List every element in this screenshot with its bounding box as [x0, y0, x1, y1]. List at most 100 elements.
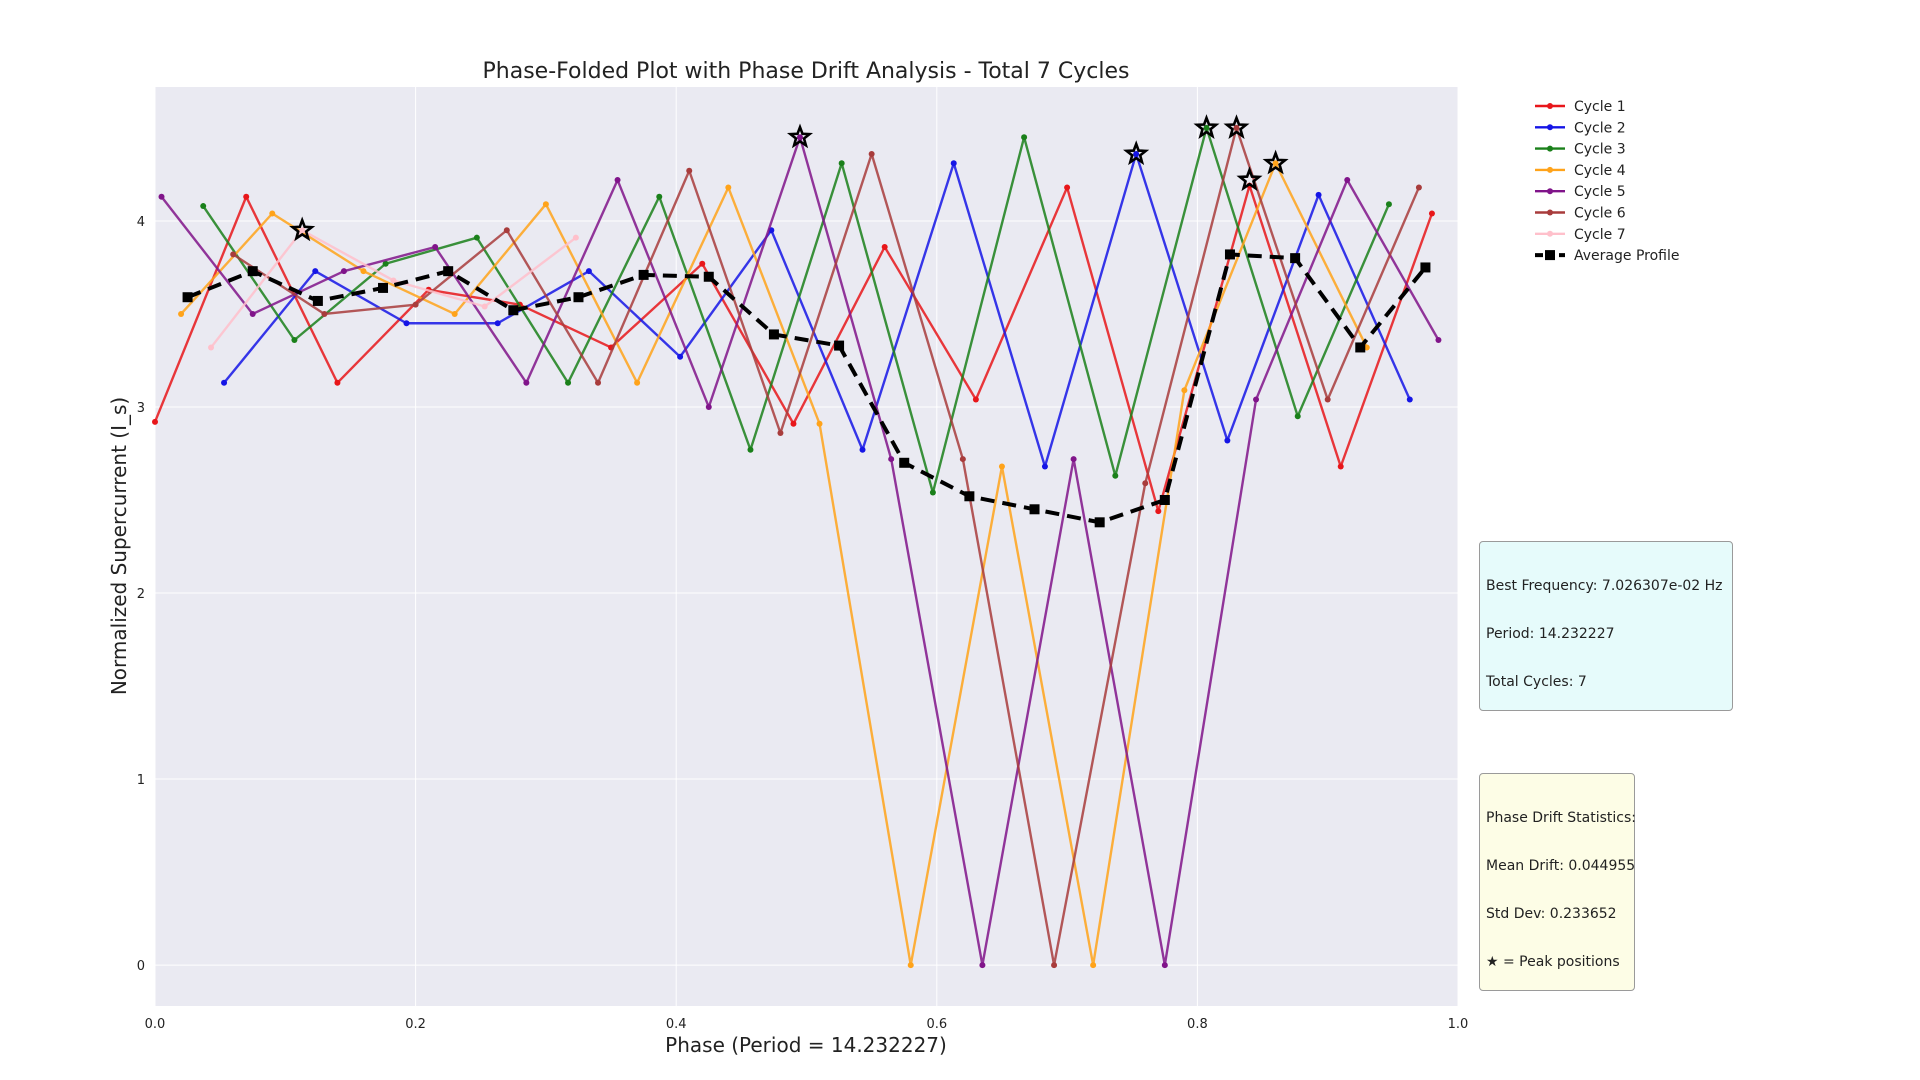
data-point [998, 463, 1005, 470]
average-point [964, 491, 975, 502]
data-point [1161, 962, 1168, 969]
data-point [1142, 480, 1149, 487]
average-point [1094, 517, 1105, 528]
legend-label: Cycle 7 [1574, 227, 1626, 243]
data-point [200, 203, 207, 210]
x-tick-label: 0.4 [666, 1017, 687, 1032]
average-point [703, 271, 714, 282]
frequency-info-line: Best Frequency: 7.026307e-02 Hz [1486, 578, 1723, 594]
peak-legend-line: ★ = Peak positions [1486, 954, 1620, 970]
data-point [1337, 463, 1344, 470]
data-point [1385, 201, 1392, 208]
mean-drift-line: Mean Drift: 0.044955 [1486, 858, 1636, 874]
x-tick-label: 0.8 [1187, 1017, 1208, 1032]
data-point [158, 193, 165, 200]
drift-statistics-box: Phase Drift Statistics: Mean Drift: 0.04… [1479, 773, 1636, 991]
std-dev-line: Std Dev: 0.233652 [1486, 906, 1617, 922]
y-tick-label: 0 [137, 959, 145, 974]
series-line [186, 252, 1427, 525]
average-point [247, 266, 258, 277]
tick-labels: 0.0 0.2 0.4 0.6 0.8 1.0 0 1 2 3 4 [137, 215, 1469, 1032]
data-point [360, 268, 367, 275]
legend: Cycle 1 Cycle 2 Cycle 3 Cycle 4 Cycle 5 Cycle… [1535, 99, 1679, 264]
data-point [979, 962, 986, 969]
data-point [334, 379, 341, 386]
data-point [451, 310, 458, 317]
data-point [390, 277, 397, 284]
data-point [178, 310, 185, 317]
average-point [1290, 253, 1301, 264]
data-point [725, 184, 732, 191]
data-point [796, 134, 803, 141]
data-point [243, 193, 250, 200]
data-point [432, 243, 439, 250]
average-point [1029, 504, 1040, 515]
data-point [412, 301, 419, 308]
data-point [1112, 472, 1119, 479]
data-point [1070, 456, 1077, 463]
average-point [899, 457, 910, 468]
data-point [972, 396, 979, 403]
legend-marker [1547, 209, 1553, 216]
data-point [929, 489, 936, 496]
average-point [834, 340, 845, 351]
total-cycles-info-line: Total Cycles: 7 [1486, 674, 1587, 690]
cycle-series-5 [158, 134, 1442, 969]
peak-star-marker [1262, 149, 1289, 175]
data-point [1064, 184, 1071, 191]
data-point [312, 268, 319, 275]
data-point [585, 268, 592, 275]
data-point [790, 420, 797, 427]
data-point [208, 344, 215, 351]
average-point [638, 269, 649, 280]
average-point [1355, 342, 1366, 353]
peak-markers [289, 114, 1289, 242]
average-point [1159, 494, 1170, 505]
average-profile-series [182, 249, 1431, 528]
data-point [595, 379, 602, 386]
legend-label: Cycle 6 [1574, 206, 1626, 222]
data-point [1133, 150, 1140, 157]
legend-label: Average Profile [1574, 248, 1679, 264]
data-point [291, 337, 298, 344]
legend-item: Cycle 4 [1535, 163, 1626, 179]
data-point [1315, 191, 1322, 198]
data-point [523, 379, 530, 386]
data-point [382, 260, 389, 267]
average-point [182, 292, 193, 303]
legend-marker [1547, 230, 1553, 237]
average-point [573, 292, 584, 303]
data-point [1435, 337, 1442, 344]
peak-star-marker [1193, 114, 1220, 140]
legend-item: Cycle 7 [1535, 227, 1626, 243]
legend-label: Cycle 3 [1574, 142, 1626, 158]
data-point [1294, 413, 1301, 420]
legend-marker [1547, 103, 1553, 109]
x-tick-label: 0.0 [145, 1017, 166, 1032]
data-point [634, 379, 641, 386]
data-point [1324, 396, 1331, 403]
data-point [1224, 437, 1231, 444]
series-line [202, 126, 1391, 494]
data-point [340, 268, 347, 275]
average-point [768, 329, 779, 340]
data-point [503, 227, 510, 234]
data-point [1272, 160, 1279, 167]
average-point [1224, 249, 1235, 260]
data-point [747, 446, 754, 453]
legend-item: Cycle 6 [1535, 206, 1626, 222]
y-tick-label: 3 [137, 401, 145, 416]
data-point [907, 962, 914, 969]
legend-item: Cycle 1 [1535, 99, 1626, 115]
data-point [565, 379, 572, 386]
data-point [656, 193, 663, 200]
data-point [221, 379, 228, 386]
average-point [508, 305, 519, 316]
data-point [249, 310, 256, 317]
legend-item: Average Profile [1535, 248, 1679, 264]
legend-marker [1547, 166, 1553, 173]
data-point [494, 320, 501, 327]
data-point [269, 210, 276, 217]
data-point [1041, 463, 1048, 470]
